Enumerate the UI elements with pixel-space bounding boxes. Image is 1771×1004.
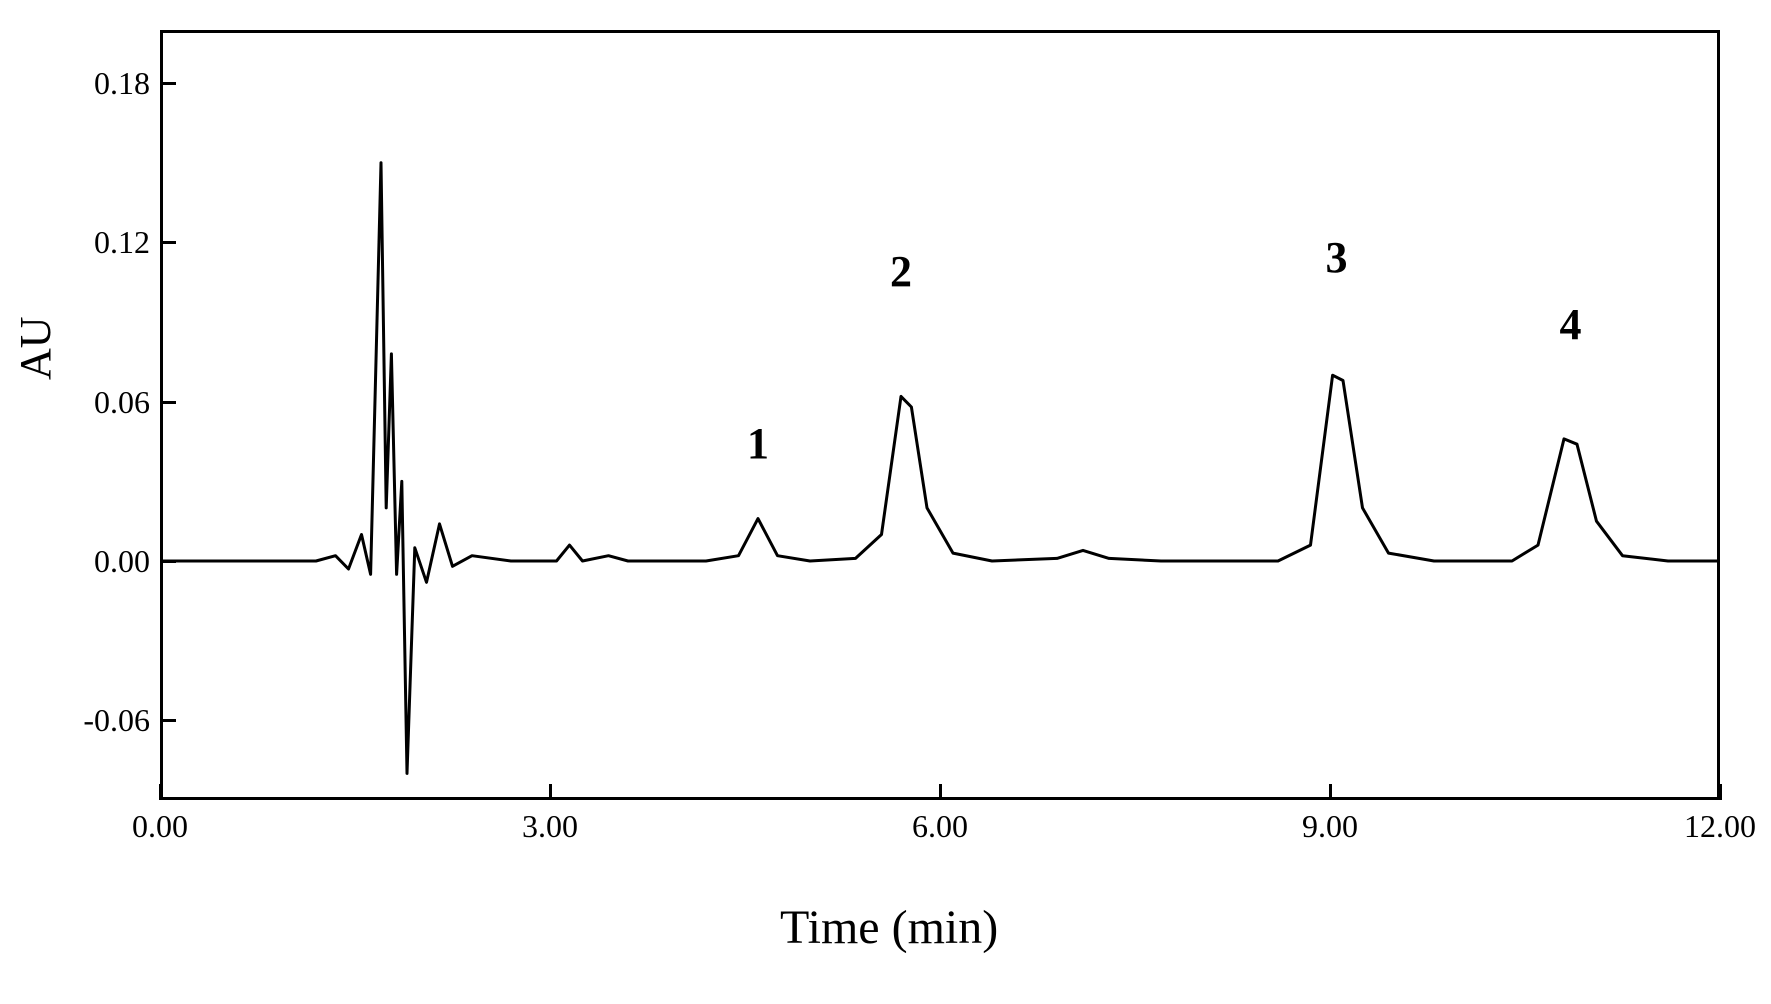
y-tick-mark xyxy=(160,719,176,722)
x-tick-mark xyxy=(1719,784,1722,800)
x-tick-label: 3.00 xyxy=(510,808,590,845)
x-tick-mark xyxy=(549,784,552,800)
y-tick-label: -0.06 xyxy=(70,702,150,739)
chromatogram-trace xyxy=(0,0,1771,1004)
peak-label: 3 xyxy=(1317,232,1357,283)
x-tick-label: 12.00 xyxy=(1680,808,1760,845)
x-tick-label: 0.00 xyxy=(120,808,200,845)
peak-label: 2 xyxy=(881,246,921,297)
y-tick-label: 0.12 xyxy=(70,224,150,261)
x-tick-label: 9.00 xyxy=(1290,808,1370,845)
y-tick-mark xyxy=(160,82,176,85)
y-tick-label: 0.18 xyxy=(70,65,150,102)
y-tick-mark xyxy=(160,401,176,404)
y-tick-label: 0.06 xyxy=(70,384,150,421)
x-tick-mark xyxy=(939,784,942,800)
chart-container: AU Time (min) -0.060.000.060.120.180.003… xyxy=(0,0,1771,1004)
x-tick-mark xyxy=(1329,784,1332,800)
peak-label: 1 xyxy=(738,418,778,469)
peak-label: 4 xyxy=(1551,299,1591,350)
y-tick-mark xyxy=(160,241,176,244)
trace-path xyxy=(160,163,1720,774)
x-tick-label: 6.00 xyxy=(900,808,980,845)
x-tick-mark xyxy=(159,784,162,800)
y-tick-label: 0.00 xyxy=(70,543,150,580)
y-tick-mark xyxy=(160,560,176,563)
